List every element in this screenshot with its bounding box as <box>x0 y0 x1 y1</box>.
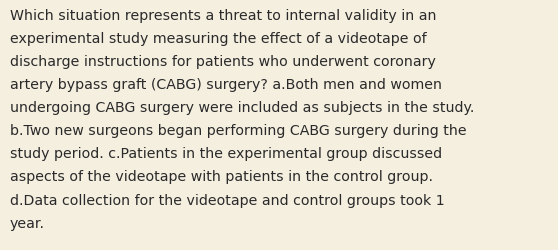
Text: aspects of the videotape with patients in the control group.: aspects of the videotape with patients i… <box>10 170 433 184</box>
Text: discharge instructions for patients who underwent coronary: discharge instructions for patients who … <box>10 55 436 69</box>
Text: b.Two new surgeons began performing CABG surgery during the: b.Two new surgeons began performing CABG… <box>10 124 466 138</box>
Text: experimental study measuring the effect of a videotape of: experimental study measuring the effect … <box>10 32 427 46</box>
Text: Which situation represents a threat to internal validity in an: Which situation represents a threat to i… <box>10 9 436 23</box>
Text: d.Data collection for the videotape and control groups took 1: d.Data collection for the videotape and … <box>10 193 445 207</box>
Text: year.: year. <box>10 216 45 230</box>
Text: artery bypass graft (CABG) surgery? a.Both men and women: artery bypass graft (CABG) surgery? a.Bo… <box>10 78 442 92</box>
Text: undergoing CABG surgery were included as subjects in the study.: undergoing CABG surgery were included as… <box>10 101 474 115</box>
Text: study period. c.Patients in the experimental group discussed: study period. c.Patients in the experime… <box>10 147 442 161</box>
